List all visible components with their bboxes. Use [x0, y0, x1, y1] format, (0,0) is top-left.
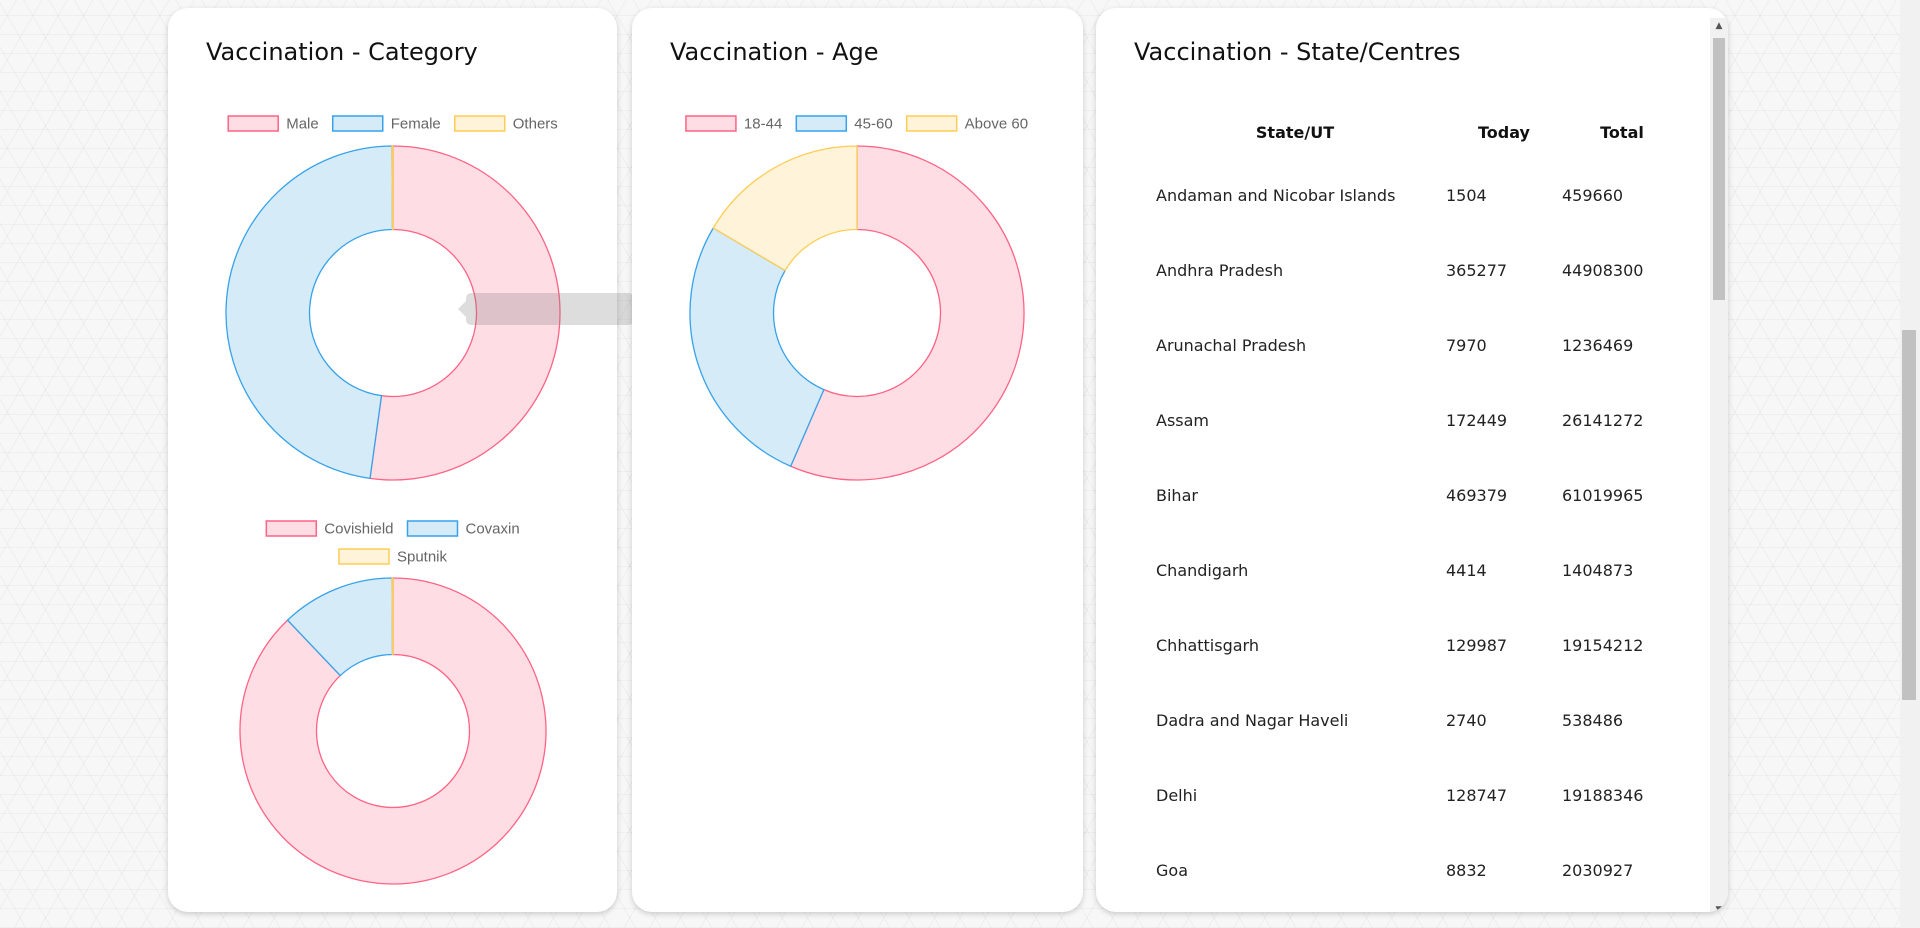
scroll-up-icon[interactable]: ▲	[1715, 21, 1723, 31]
legend-item-covaxin[interactable]: Covaxin	[406, 520, 520, 538]
table-row: Chhattisgarh 129987 19154212	[1144, 608, 1682, 683]
table-row: Delhi 128747 19188346	[1144, 758, 1682, 833]
today-count: 7970	[1446, 336, 1487, 355]
slice-above-60[interactable]	[712, 145, 858, 272]
header-state: State/UT	[1255, 122, 1335, 142]
legend-item-above-60[interactable]: Above 60	[905, 115, 1028, 133]
legend-item-covishield[interactable]: Covishield	[265, 520, 394, 538]
legend-label-sputnik: Sputnik	[397, 549, 448, 566]
total-count: 538486	[1562, 711, 1624, 730]
today-count: 129987	[1446, 636, 1508, 655]
tooltip-arrow	[458, 301, 466, 317]
table-scroll-thumb[interactable]	[1713, 38, 1725, 300]
legend-item-male[interactable]: Male	[227, 115, 319, 133]
total-count: 459660	[1562, 186, 1624, 205]
legend-swatch-covaxin	[406, 520, 459, 537]
chart-tooltip	[458, 293, 634, 325]
legend-label-female: Female	[391, 116, 441, 133]
header-today: Today	[1478, 122, 1530, 142]
today-count: 8832	[1446, 861, 1487, 880]
age-donut-chart[interactable]: 18-44 45-60 Above 60	[662, 103, 1052, 483]
slice-male[interactable]	[369, 145, 561, 481]
total-count: 19188346	[1562, 786, 1644, 805]
slice-18-44[interactable]	[789, 145, 1025, 481]
table-row: Andaman and Nicobar Islands 1504 459660	[1144, 158, 1682, 233]
table-row: Arunachal Pradesh 7970 1236469	[1144, 308, 1682, 383]
legend-swatch-45-60	[795, 115, 848, 132]
today-count: 365277	[1446, 261, 1508, 280]
legend-swatch-above-60	[905, 115, 958, 132]
state-title: Vaccination - State/Centres	[1134, 38, 1461, 66]
legend-item-sputnik[interactable]: Sputnik	[338, 548, 448, 566]
table-row: Chandigarh 4414 1404873	[1144, 533, 1682, 608]
today-count: 1504	[1446, 186, 1487, 205]
legend-swatch-male	[227, 115, 279, 132]
legend-item-45-60[interactable]: 45-60	[795, 115, 893, 133]
today-count: 469379	[1446, 486, 1508, 505]
legend-swatch-sputnik	[338, 548, 390, 565]
today-count: 2740	[1446, 711, 1487, 730]
scroll-down-icon[interactable]: ▼	[1715, 905, 1723, 912]
category-card: Vaccination - Category Male Female Others …	[168, 8, 634, 912]
legend-swatch-others	[454, 115, 506, 132]
table-row: Assam 172449 26141272	[1144, 383, 1682, 458]
state-name: Delhi	[1156, 786, 1198, 805]
legend-label-covaxin: Covaxin	[466, 521, 520, 538]
legend-item-female[interactable]: Female	[331, 115, 441, 133]
state-name: Dadra and Nagar Haveli	[1156, 711, 1349, 730]
total-count: 2030927	[1562, 861, 1634, 880]
total-count: 19154212	[1562, 636, 1644, 655]
legend-label-18-44: 18-44	[744, 116, 782, 133]
state-name: Andaman and Nicobar Islands	[1156, 186, 1396, 205]
legend-label-others: Others	[513, 116, 558, 133]
slice-45-60[interactable]	[689, 227, 825, 468]
today-count: 128747	[1446, 786, 1508, 805]
legend-item-others[interactable]: Others	[454, 115, 558, 133]
vaccine-donut-chart[interactable]: Covishield Covaxin Sputnik	[198, 508, 588, 893]
today-count: 4414	[1446, 561, 1487, 580]
total-count: 1404873	[1562, 561, 1634, 580]
gender-donut-chart[interactable]: Male Female Others	[198, 103, 588, 483]
state-table-header: State/UT Today Total	[1144, 106, 1682, 158]
slice-covishield[interactable]	[239, 577, 547, 885]
slice-others[interactable]	[391, 145, 394, 231]
today-count: 172449	[1446, 411, 1508, 430]
header-total: Total	[1600, 122, 1644, 142]
page-scrollbar[interactable]	[1900, 0, 1920, 928]
legend-swatch-female	[331, 115, 384, 132]
table-row: Goa 8832 2030927	[1144, 833, 1682, 908]
state-name: Chhattisgarh	[1156, 636, 1259, 655]
total-count: 61019965	[1562, 486, 1644, 505]
age-title: Vaccination - Age	[670, 38, 879, 66]
category-title: Vaccination - Category	[206, 38, 478, 66]
state-table: State/UT Today Total Andaman and Nicobar…	[1144, 106, 1682, 908]
age-card: Vaccination - Age 18-44 45-60 Above 60	[632, 8, 1083, 912]
table-row: Dadra and Nagar Haveli 2740 538486	[1144, 683, 1682, 758]
state-name: Andhra Pradesh	[1156, 261, 1284, 280]
legend-label-covishield: Covishield	[324, 521, 393, 538]
total-count: 44908300	[1562, 261, 1644, 280]
legend-swatch-covishield	[265, 520, 318, 537]
page-scroll-thumb[interactable]	[1902, 330, 1916, 700]
legend-swatch-18-44	[685, 115, 737, 132]
table-row: Andhra Pradesh 365277 44908300	[1144, 233, 1682, 308]
legend-label-45-60: 45-60	[854, 116, 892, 133]
state-card: Vaccination - State/Centres State/UT Tod…	[1096, 8, 1728, 912]
total-count: 1236469	[1562, 336, 1634, 355]
state-name: Assam	[1156, 411, 1210, 430]
legend-label-male: Male	[286, 116, 319, 133]
table-row: Bihar 469379 61019965	[1144, 458, 1682, 533]
legend-label-above-60: Above 60	[965, 116, 1028, 133]
state-name: Goa	[1156, 861, 1188, 880]
legend-item-18-44[interactable]: 18-44	[685, 115, 782, 133]
total-count: 26141272	[1562, 411, 1644, 430]
state-name: Chandigarh	[1156, 561, 1249, 580]
state-name: Bihar	[1156, 486, 1198, 505]
table-scrollbar[interactable]: ▲ ▼	[1710, 18, 1728, 912]
slice-sputnik[interactable]	[391, 577, 394, 656]
slice-female[interactable]	[225, 145, 394, 480]
state-name: Arunachal Pradesh	[1156, 336, 1307, 355]
